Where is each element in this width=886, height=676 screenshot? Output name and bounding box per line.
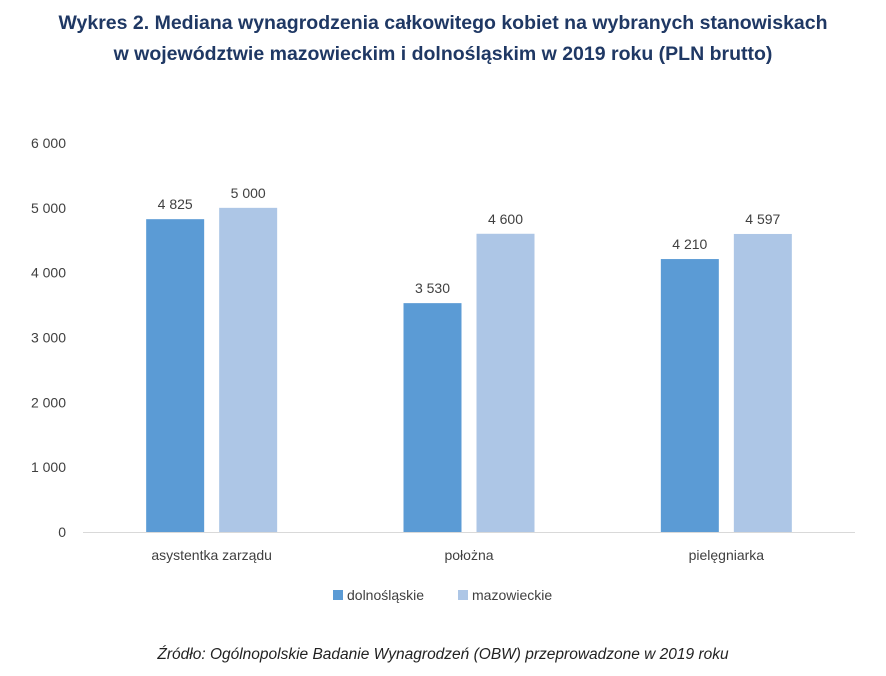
data-label: 3 530 [415, 280, 450, 296]
data-label: 4 600 [488, 211, 523, 227]
y-tick-label: 5 000 [31, 200, 66, 216]
bar-dolnoslaskie [660, 259, 719, 532]
bar-dolnoslaskie [146, 219, 205, 532]
x-category-label: położna [444, 547, 493, 563]
chart-title-line-2: w województwie mazowieckim i dolnośląski… [113, 43, 773, 65]
chart-title-line-1: Wykres 2. Mediana wynagrodzenia całkowit… [58, 12, 828, 34]
legend-item-dolnoslaskie: dolnośląskie [347, 587, 424, 603]
x-category-label: pielęgniarka [689, 547, 765, 563]
data-label: 4 597 [745, 211, 780, 227]
y-tick-label: 2 000 [31, 394, 66, 410]
data-label: 4 825 [158, 196, 193, 212]
y-tick-label: 0 [58, 524, 66, 540]
y-tick-label: 4 000 [31, 265, 66, 281]
y-tick-label: 1 000 [31, 459, 66, 475]
bar-dolnoslaskie [403, 303, 462, 532]
bar-mazowieckie [733, 233, 792, 532]
data-label: 5 000 [231, 185, 266, 201]
legend-item-mazowieckie: mazowieckie [472, 587, 552, 603]
bar-chart: 0 1 000 2 000 3 000 4 000 5 000 6 000 4 825 5 00… [31, 135, 855, 603]
data-label: 4 210 [672, 236, 707, 252]
x-category-label: asystentka zarządu [151, 547, 272, 563]
legend-swatch [333, 590, 343, 600]
y-tick-label: 6 000 [31, 135, 66, 151]
y-tick-label: 3 000 [31, 330, 66, 346]
bar-mazowieckie [219, 207, 278, 533]
chart-title: Wykres 2. Mediana wynagrodzenia całkowit… [0, 8, 886, 70]
legend-swatch [458, 590, 468, 600]
source-note: Źródło: Ogólnopolskie Badanie Wynagrodze… [157, 646, 729, 663]
bar-mazowieckie [476, 233, 535, 532]
